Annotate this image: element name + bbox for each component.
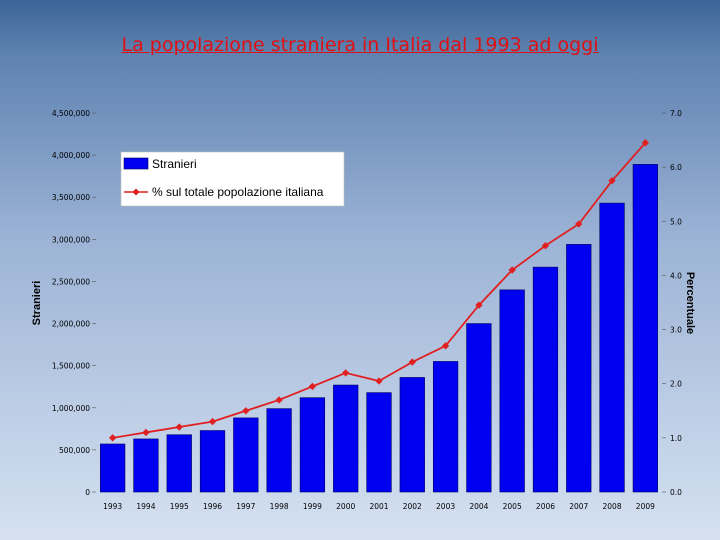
point-percentuale bbox=[208, 417, 217, 426]
y-left-tick-label: 2,000,000 bbox=[52, 320, 90, 329]
y-left-axis-ticks: 0 500,000 1,000,000 1,500,000 2,000,000 2,500… bbox=[52, 109, 96, 497]
bar-stranieri bbox=[432, 361, 459, 493]
legend-label-stranieri: Stranieri bbox=[152, 157, 197, 171]
point-percentuale bbox=[308, 382, 317, 391]
y-left-tick-label: 0 bbox=[85, 488, 90, 497]
bar-stranieri bbox=[632, 164, 658, 493]
point-percentuale bbox=[641, 139, 650, 147]
point-percentuale bbox=[575, 220, 583, 228]
x-tick-label: 1995 bbox=[170, 502, 189, 511]
x-tick-label: 1998 bbox=[270, 502, 289, 511]
y-left-tick-label: 1,500,000 bbox=[52, 362, 90, 371]
slide-title: La popolazione straniera in Italia dal 1… bbox=[121, 34, 599, 56]
bar-stranieri bbox=[566, 244, 592, 493]
x-tick-label: 1993 bbox=[103, 502, 122, 511]
y-right-tick-label: 7.0 bbox=[670, 109, 682, 118]
bar-stranieri bbox=[133, 438, 159, 493]
y-left-axis-title: Stranieri bbox=[31, 281, 43, 326]
y-left-tick-label: 2,500,000 bbox=[52, 277, 90, 286]
bar-stranieri bbox=[100, 443, 126, 493]
bar-stranieri bbox=[366, 392, 392, 493]
y-left-tick-label: 1,000,000 bbox=[52, 404, 90, 413]
x-tick-label: 2002 bbox=[403, 502, 422, 511]
point-percentuale bbox=[408, 358, 416, 366]
legend-label-percent: % sul totale popolazione italiana bbox=[152, 185, 324, 199]
x-tick-label: 2001 bbox=[369, 502, 388, 511]
bar-series bbox=[100, 164, 658, 493]
y-right-tick-label: 3.0 bbox=[670, 326, 682, 335]
line-series bbox=[108, 139, 650, 442]
bar-stranieri bbox=[599, 202, 625, 493]
point-percentuale bbox=[175, 423, 183, 431]
bar-stranieri bbox=[299, 397, 326, 493]
bar-stranieri bbox=[266, 408, 292, 493]
x-tick-label: 2009 bbox=[636, 502, 655, 511]
point-percentuale bbox=[375, 377, 383, 385]
y-left-tick-label: 4,000,000 bbox=[52, 151, 90, 160]
legend-swatch-percent-marker bbox=[132, 188, 140, 196]
y-right-tick-label: 4.0 bbox=[670, 271, 682, 280]
point-percentuale bbox=[342, 369, 350, 377]
bar-stranieri bbox=[233, 417, 259, 493]
point-percentuale bbox=[242, 407, 250, 415]
point-percentuale bbox=[608, 177, 616, 185]
x-tick-label: 2000 bbox=[336, 502, 355, 511]
bar-stranieri bbox=[333, 384, 359, 493]
y-right-axis-title: Percentuale bbox=[684, 272, 696, 334]
y-right-axis-ticks: 0.0 1.0 2.0 3.0 4.0 5.0 6.0 7.0 bbox=[662, 109, 682, 497]
x-tick-label: 1996 bbox=[203, 502, 222, 511]
point-percentuale bbox=[142, 428, 150, 437]
bar-stranieri bbox=[499, 289, 525, 493]
point-percentuale bbox=[108, 434, 117, 442]
bar-stranieri bbox=[399, 377, 425, 493]
y-right-tick-label: 5.0 bbox=[670, 217, 682, 226]
x-tick-label: 2003 bbox=[436, 502, 455, 511]
y-right-tick-label: 6.0 bbox=[670, 163, 682, 172]
x-axis-ticks: 1993 1994 1995 1996 1997 1998 1999 2000 2001 2002… bbox=[103, 502, 655, 511]
y-right-tick-label: 2.0 bbox=[670, 380, 682, 389]
x-tick-label: 2008 bbox=[603, 502, 622, 511]
x-tick-label: 1999 bbox=[303, 502, 322, 511]
point-percentuale bbox=[508, 266, 516, 274]
x-tick-label: 2006 bbox=[536, 502, 555, 511]
x-tick-label: 2007 bbox=[569, 502, 588, 511]
bar-stranieri bbox=[532, 266, 559, 493]
y-left-tick-label: 3,500,000 bbox=[52, 193, 90, 202]
bar-stranieri bbox=[199, 430, 226, 493]
y-left-tick-label: 3,000,000 bbox=[52, 235, 90, 244]
x-tick-label: 2004 bbox=[469, 502, 488, 511]
point-percentuale bbox=[275, 396, 283, 404]
bar-stranieri bbox=[166, 434, 192, 493]
legend: Stranieri % sul totale popolazione itali… bbox=[120, 151, 345, 207]
x-tick-label: 2005 bbox=[503, 502, 522, 511]
point-percentuale bbox=[441, 342, 450, 350]
y-left-tick-label: 4,500,000 bbox=[52, 109, 90, 118]
point-percentuale bbox=[475, 301, 483, 309]
x-tick-label: 1994 bbox=[136, 502, 155, 511]
bar-stranieri bbox=[466, 323, 492, 493]
y-right-tick-label: 0.0 bbox=[670, 488, 682, 497]
legend-swatch-stranieri bbox=[123, 157, 149, 170]
x-tick-label: 1997 bbox=[236, 502, 255, 511]
y-left-tick-label: 500,000 bbox=[59, 446, 90, 455]
y-right-tick-label: 1.0 bbox=[670, 434, 682, 443]
